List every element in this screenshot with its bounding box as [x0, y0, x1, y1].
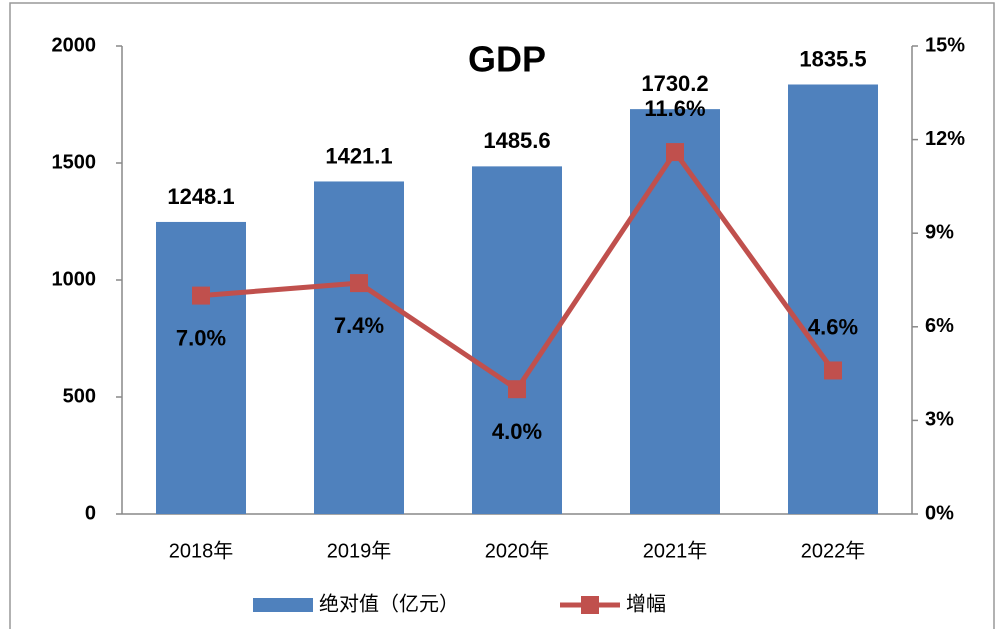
- frame: [9, 2, 995, 629]
- x-tick-label: 2019年: [327, 539, 392, 562]
- y-tick-label: 500: [63, 385, 96, 407]
- y2-tick-label: 3%: [925, 409, 954, 431]
- y-tick-label: 0: [85, 502, 96, 524]
- line-value-label: 7.4%: [334, 313, 384, 338]
- bar: [314, 181, 404, 515]
- bar: [630, 109, 720, 514]
- bar: [788, 84, 878, 515]
- y2-tick-label: 15%: [925, 34, 965, 56]
- x-tick-label: 2018年: [169, 539, 234, 562]
- y-tick-label: 2000: [52, 34, 97, 56]
- bar-value-label: 1248.1: [167, 184, 234, 209]
- y2-tick-label: 0%: [925, 502, 954, 524]
- line-marker: [824, 361, 842, 380]
- y2-tick-label: 12%: [925, 128, 965, 150]
- bar-value-label: 1835.5: [799, 46, 866, 71]
- chart-title: GDP: [468, 39, 546, 80]
- x-tick-label: 2020年: [485, 539, 550, 562]
- legend-swatch: [253, 598, 313, 612]
- legend-marker: [581, 596, 599, 614]
- line-value-label: 11.6%: [644, 96, 705, 121]
- legend-label: 增幅: [626, 592, 666, 615]
- bar-value-label: 1730.2: [641, 71, 708, 96]
- bar-value-label: 1421.1: [325, 143, 392, 168]
- line-value-label: 7.0%: [176, 325, 226, 350]
- line-marker: [350, 274, 368, 293]
- y2-tick-label: 9%: [925, 221, 954, 243]
- x-tick-label: 2021年: [643, 539, 708, 562]
- line-marker: [192, 286, 210, 305]
- y2-tick-label: 6%: [925, 315, 954, 337]
- line-value-label: 4.6%: [808, 314, 858, 339]
- x-tick-label: 2022年: [801, 539, 866, 562]
- bar-value-label: 1485.6: [483, 128, 550, 153]
- bar: [156, 221, 246, 515]
- line-value-label: 4.0%: [492, 419, 542, 444]
- legend-label: 绝对值（亿元）: [319, 592, 459, 615]
- y-tick-label: 1500: [52, 151, 97, 173]
- line-marker: [666, 143, 684, 162]
- line-marker: [508, 380, 526, 399]
- y-tick-label: 1000: [52, 268, 97, 290]
